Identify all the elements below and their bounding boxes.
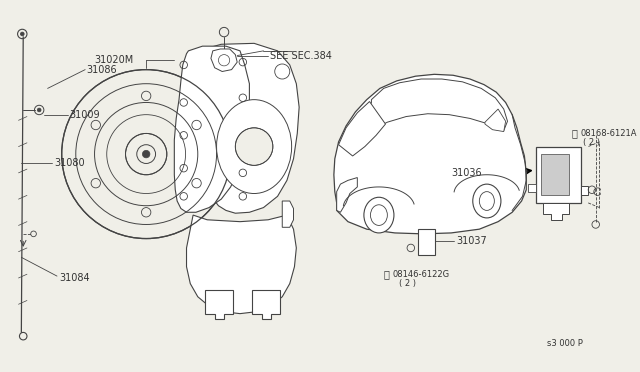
FancyBboxPatch shape <box>536 147 580 203</box>
Text: ( 2 ): ( 2 ) <box>582 138 600 147</box>
Text: 31037: 31037 <box>456 236 486 246</box>
Text: 31036: 31036 <box>451 168 482 178</box>
Polygon shape <box>365 79 508 137</box>
Ellipse shape <box>371 205 387 225</box>
Ellipse shape <box>364 197 394 233</box>
Text: 31086: 31086 <box>86 65 116 75</box>
Polygon shape <box>334 74 526 234</box>
Circle shape <box>143 150 150 158</box>
Polygon shape <box>211 49 237 71</box>
Polygon shape <box>580 186 588 195</box>
Circle shape <box>61 70 230 238</box>
Circle shape <box>125 134 167 175</box>
Circle shape <box>37 108 41 112</box>
Polygon shape <box>339 102 385 156</box>
Text: s3 000 P: s3 000 P <box>547 339 583 348</box>
Polygon shape <box>337 177 357 212</box>
Ellipse shape <box>479 192 494 211</box>
Text: 08168-6121A: 08168-6121A <box>580 129 637 138</box>
Polygon shape <box>485 109 506 132</box>
Polygon shape <box>282 201 294 227</box>
Polygon shape <box>528 184 536 192</box>
Ellipse shape <box>216 100 292 193</box>
Text: 08146-6122G: 08146-6122G <box>393 270 450 279</box>
Circle shape <box>236 128 273 165</box>
Polygon shape <box>419 229 435 256</box>
Polygon shape <box>543 203 570 220</box>
FancyBboxPatch shape <box>541 154 570 195</box>
Text: 31020M: 31020M <box>95 55 134 65</box>
Circle shape <box>20 32 24 36</box>
Ellipse shape <box>473 184 501 218</box>
Polygon shape <box>186 215 296 314</box>
Text: SEE SEC.384: SEE SEC.384 <box>270 51 332 61</box>
Text: 31080: 31080 <box>54 158 85 169</box>
Text: Ⓑ: Ⓑ <box>572 128 577 138</box>
Polygon shape <box>205 290 234 319</box>
Polygon shape <box>197 44 299 213</box>
Text: ( 2 ): ( 2 ) <box>399 279 415 288</box>
Polygon shape <box>252 290 280 319</box>
Text: Ⓢ: Ⓢ <box>383 269 390 279</box>
Text: 31084: 31084 <box>59 273 90 283</box>
Text: 31009: 31009 <box>69 110 100 120</box>
Polygon shape <box>174 46 250 212</box>
